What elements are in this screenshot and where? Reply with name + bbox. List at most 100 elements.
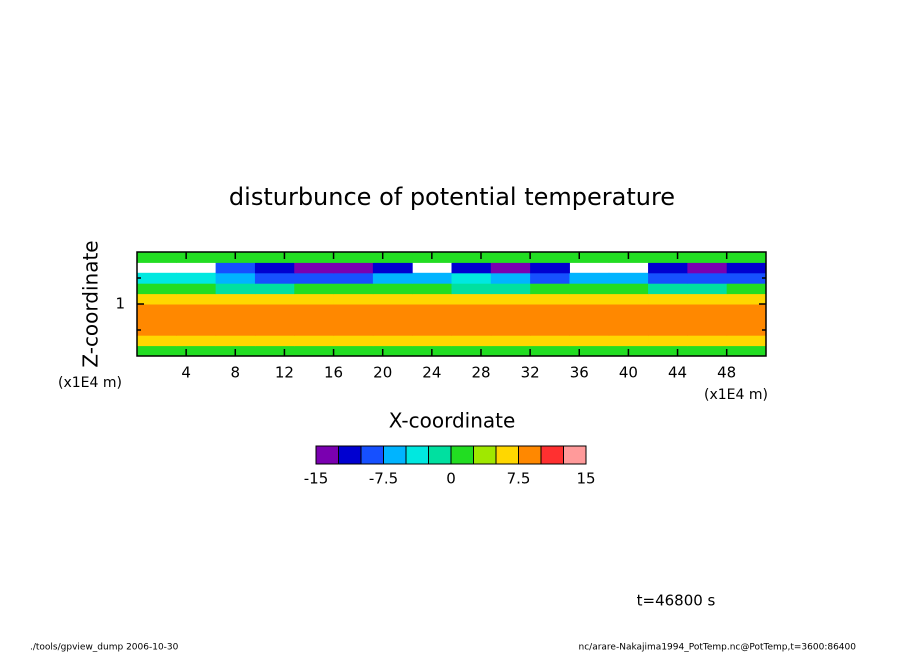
contour-cell	[726, 314, 767, 326]
x-tick-label: 32	[521, 364, 540, 382]
contour-cell	[490, 324, 531, 336]
contour-cell	[726, 252, 767, 263]
contour-cell	[569, 272, 610, 284]
contour-cell	[687, 262, 728, 274]
chart-title: disturbunce of potential temperature	[229, 183, 675, 211]
contour-cell	[687, 272, 728, 284]
contour-cell	[137, 345, 177, 357]
contour-cell	[530, 293, 570, 305]
contour-cell	[176, 324, 217, 336]
contour-cell	[451, 324, 492, 336]
contour-cell	[451, 293, 492, 305]
contour-cell	[137, 272, 177, 284]
colorbar-tick-label: 7.5	[507, 470, 531, 488]
contour-cell	[333, 335, 374, 347]
contour-cell	[176, 335, 217, 347]
contour-cell	[490, 345, 531, 357]
contour-cell	[372, 304, 413, 315]
contour-cell	[137, 324, 177, 336]
contour-cell	[687, 314, 728, 326]
contour-cell	[215, 262, 256, 274]
contour-cell	[176, 252, 217, 263]
contour-cell	[648, 283, 688, 295]
colorbar-box	[360, 445, 384, 465]
x-tick-label: 12	[275, 364, 294, 382]
colorbar-tick-label: -15	[304, 470, 329, 488]
contour-cell	[333, 272, 374, 284]
colorbar-box	[450, 445, 474, 465]
contour-cell	[294, 324, 335, 336]
contour-cell	[294, 304, 335, 315]
contour-cell	[648, 272, 688, 284]
contour-cell	[530, 272, 570, 284]
footer-left: ./tools/gpview_dump 2006-10-30	[30, 643, 179, 653]
contour-cell	[648, 345, 688, 357]
contour-cell	[530, 252, 570, 263]
x-tick-label: 48	[717, 364, 736, 382]
contour-cell	[490, 314, 531, 326]
contour-cell	[648, 335, 688, 347]
colorbar-box	[428, 445, 452, 465]
contour-cell	[687, 304, 728, 315]
contour-cell	[215, 272, 256, 284]
contour-cell	[254, 252, 295, 263]
contour-cell	[254, 314, 295, 326]
contour-cell	[530, 283, 570, 295]
contour-cell	[215, 304, 256, 315]
contour-cell	[333, 252, 374, 263]
contour-cell	[294, 345, 335, 357]
contour-cell	[490, 262, 531, 274]
contour-cell	[530, 345, 570, 357]
colorbar-box	[405, 445, 429, 465]
contour-cell	[490, 293, 531, 305]
contour-cell	[687, 293, 728, 305]
contour-cell	[137, 335, 177, 347]
contour-cell	[451, 304, 492, 315]
contour-cell	[569, 345, 610, 357]
contour-cell	[569, 252, 610, 263]
contour-cell	[176, 314, 217, 326]
x-axis-label: X-coordinate	[389, 409, 516, 433]
contour-cell	[215, 283, 256, 295]
colorbar-tick-label: 0	[446, 470, 456, 488]
contour-cell	[726, 304, 767, 315]
colorbar-box	[383, 445, 407, 465]
contour-cell	[451, 345, 492, 357]
contour-cell	[215, 324, 256, 336]
contour-cell	[648, 304, 688, 315]
contour-cell	[137, 283, 177, 295]
contour-cell	[254, 283, 295, 295]
contour-cell	[412, 283, 452, 295]
contour-cell	[176, 304, 217, 315]
colorbar-tick-label: -7.5	[369, 470, 398, 488]
colorbar-box	[495, 445, 519, 465]
contour-cell	[294, 335, 335, 347]
contour-cell	[608, 283, 649, 295]
x-tick-label: 44	[668, 364, 687, 382]
contour-cell	[608, 304, 649, 315]
contour-cell	[687, 345, 728, 357]
contour-cell	[294, 252, 335, 263]
x-tick-label: 4	[181, 364, 191, 382]
contour-cell	[176, 293, 217, 305]
contour-cell	[608, 272, 649, 284]
contour-cell	[333, 262, 374, 274]
contour-cell	[569, 335, 610, 347]
contour-cell	[137, 314, 177, 326]
contour-cell	[726, 345, 767, 357]
annotation: t=46800 s	[637, 592, 716, 610]
contour-cell	[412, 304, 452, 315]
contour-cell	[648, 314, 688, 326]
contour-cell	[412, 324, 452, 336]
contour-cell	[687, 283, 728, 295]
contour-cell	[254, 272, 295, 284]
contour-cell	[569, 283, 610, 295]
contour-cell	[372, 283, 413, 295]
contour-cell	[451, 314, 492, 326]
y-tick-label: 1	[115, 295, 125, 313]
contour-cell	[490, 252, 531, 263]
contour-cell	[726, 293, 767, 305]
contour-cell	[294, 272, 335, 284]
